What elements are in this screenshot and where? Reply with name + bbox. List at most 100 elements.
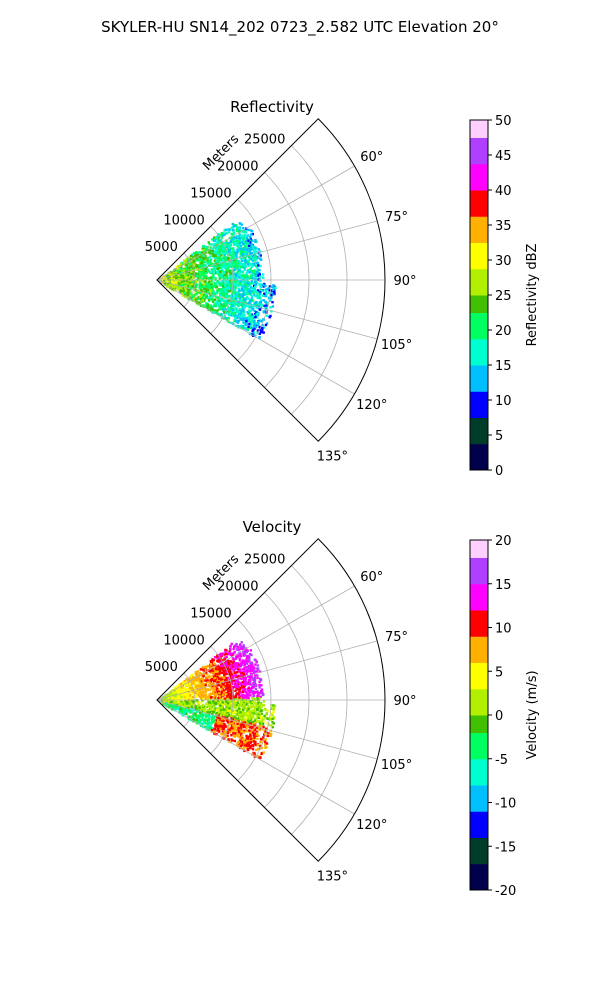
echo-gate (222, 719, 225, 723)
echo-gate (260, 688, 264, 691)
echo-gate (228, 228, 231, 231)
echo-gate (238, 289, 241, 292)
echo-gate (181, 287, 185, 290)
echo-gate (209, 304, 212, 307)
echo-gate (198, 291, 201, 294)
echo-gate (227, 306, 230, 309)
echo-gate (208, 727, 211, 730)
echo-gate (214, 254, 217, 257)
echo-gate (216, 241, 219, 244)
echo-gate (238, 315, 242, 318)
echo-gate (261, 273, 265, 276)
echo-gate (221, 730, 224, 733)
echo-gate (229, 731, 232, 734)
echo-gate (250, 288, 254, 291)
echo-gate (232, 730, 235, 733)
echo-gate (211, 285, 215, 288)
echo-gate (239, 318, 243, 321)
echo-gate (201, 285, 205, 289)
echo-gate (204, 290, 207, 294)
echo-gate (251, 291, 255, 294)
echo-gate (178, 279, 181, 283)
echo-gate (181, 690, 184, 693)
echo-gate (236, 688, 240, 691)
echo-gate (188, 696, 191, 699)
echo-gate (245, 668, 248, 672)
echo-gate (225, 695, 229, 698)
echo-gate (248, 658, 251, 661)
echo-gate (258, 253, 261, 256)
echo-gate (255, 660, 258, 663)
echo-gate (238, 242, 241, 245)
echo-gate (190, 283, 193, 286)
echo-gate (235, 697, 239, 701)
echo-gate (203, 274, 206, 277)
echo-gate (203, 720, 206, 723)
echo-gate (256, 743, 259, 747)
echo-gate (264, 323, 268, 327)
echo-gate (253, 691, 256, 695)
echo-gate (245, 708, 249, 711)
echo-gate (231, 665, 235, 668)
echo-gate (242, 242, 245, 246)
echo-gate (238, 691, 242, 694)
echo-gate (249, 241, 252, 244)
echo-gate (226, 242, 229, 245)
echo-gate (180, 284, 183, 287)
echo-gate (231, 657, 235, 660)
echo-gate (256, 737, 259, 740)
echo-gate (250, 274, 253, 277)
echo-gate (219, 298, 222, 301)
echo-gate (236, 244, 239, 247)
echo-gate (197, 277, 200, 280)
echo-gate (233, 304, 237, 307)
echo-gate (254, 658, 257, 662)
echo-gate (244, 654, 247, 657)
echo-gate (180, 290, 183, 294)
echo-gate (230, 297, 233, 301)
echo-gate (211, 247, 215, 251)
echo-gate (250, 744, 253, 747)
echo-gate (237, 727, 240, 730)
echo-gate (240, 274, 244, 277)
echo-gate (216, 724, 219, 727)
echo-gate (199, 709, 202, 712)
echo-gate (215, 672, 218, 676)
echo-gate (198, 681, 202, 684)
echo-gate (228, 312, 231, 315)
echo-gate (249, 666, 252, 670)
echo-gate (251, 259, 254, 262)
echo-gate (231, 261, 234, 265)
echo-gate (210, 678, 213, 682)
echo-gate (264, 730, 267, 734)
echo-gate (223, 233, 226, 236)
colorbar-segment (470, 277, 488, 287)
echo-gate (231, 722, 234, 725)
echo-gate (218, 718, 221, 721)
echo-gate (249, 720, 252, 723)
echo-gate (242, 738, 245, 742)
echo-gate (223, 263, 226, 266)
echo-gate (235, 229, 238, 232)
echo-gate (211, 254, 214, 258)
echo-gate (209, 259, 212, 263)
echo-gate (242, 297, 245, 300)
echo-gate (245, 251, 248, 254)
echo-gate (250, 243, 253, 246)
echo-gate (218, 281, 221, 284)
echo-gate (198, 701, 201, 705)
echo-gate (235, 309, 239, 312)
echo-gate (200, 712, 204, 715)
colorbar-segment (470, 146, 488, 156)
echo-gate (209, 290, 212, 293)
echo-gate (242, 676, 245, 680)
echo-gate (240, 741, 243, 744)
echo-gate (229, 253, 232, 257)
echo-gate (218, 290, 221, 293)
echo-gate (197, 718, 200, 722)
echo-gate (224, 725, 227, 728)
echo-gate (219, 727, 222, 731)
echo-gate (223, 730, 226, 733)
echo-gate (263, 326, 266, 329)
echo-gate (200, 285, 203, 288)
